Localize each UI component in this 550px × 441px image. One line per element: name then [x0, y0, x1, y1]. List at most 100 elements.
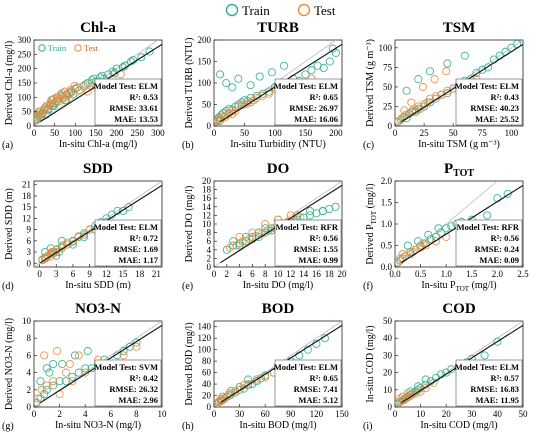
data-point — [252, 375, 261, 384]
data-point — [80, 231, 89, 240]
data-point — [418, 82, 427, 91]
y-tick-label: 18 — [22, 191, 32, 201]
data-point — [132, 342, 141, 351]
y-tick-label: 0.0 — [381, 262, 393, 272]
stats-model: Model Test: RFR — [276, 222, 339, 232]
data-point — [328, 44, 337, 53]
data-point — [437, 90, 446, 99]
data-point — [256, 374, 265, 383]
x-axis-label: In-situ Turbidity (NTU) — [230, 139, 326, 150]
data-point — [483, 211, 492, 220]
scatter-panel: Chl-a 0 50 100 150 200 250 300 0 50 100 150 200 250 30… — [2, 20, 165, 151]
y-axis-label: Derived Chl-a (mg/l) — [4, 41, 15, 125]
y-tick-label: 20 — [202, 391, 212, 401]
data-point — [79, 81, 88, 90]
data-point — [119, 351, 128, 360]
x-tick-label: 12 — [102, 269, 111, 279]
data-point — [70, 81, 79, 90]
y-tick-label: 200 — [18, 64, 32, 74]
test-series — [395, 378, 438, 407]
data-point — [414, 75, 423, 84]
data-point — [426, 234, 435, 244]
data-point — [75, 86, 84, 95]
stats-mae: MAE: 16.06 — [294, 114, 338, 124]
data-point — [61, 377, 71, 386]
y-tick-label: 140 — [198, 322, 212, 332]
y-axis-label: In-situ COD (mg/l) — [365, 325, 376, 402]
x-tick-label: 8 — [263, 269, 268, 279]
panel-letter: (f) — [363, 281, 373, 292]
stats-model: Model Test: ELM — [94, 222, 158, 232]
x-tick-label: 75 — [478, 128, 488, 138]
stats-rmse: RMSE: 33.61 — [109, 103, 158, 113]
data-point — [40, 390, 49, 399]
data-point — [460, 51, 469, 60]
data-point — [248, 228, 257, 237]
data-point — [36, 377, 45, 386]
data-point — [124, 203, 133, 212]
x-tick-label: 25 — [420, 128, 430, 138]
data-point — [307, 66, 316, 75]
x-tick-label: 0.0 — [389, 269, 401, 279]
data-point — [58, 359, 67, 369]
x-tick-label: 30 — [467, 409, 477, 419]
data-point — [414, 102, 423, 111]
data-point — [227, 386, 236, 395]
x-tick-label: 90 — [286, 409, 296, 419]
data-point — [118, 206, 128, 215]
data-point — [70, 351, 80, 360]
x-tick-label: 30 — [235, 409, 245, 419]
y-tick-label: 8 — [207, 228, 212, 238]
x-axis-label: In-situ TSM (g m⁻³) — [418, 139, 500, 150]
y-tick-label: 2 — [207, 253, 212, 263]
data-point — [424, 230, 433, 239]
x-tick-label: 0 — [32, 128, 37, 138]
y-axis-label: Derived NO3-N (mg/l) — [4, 318, 15, 410]
data-point — [214, 115, 223, 124]
x-axis-label: In-situ SDD (m) — [65, 280, 131, 291]
data-point — [430, 75, 439, 84]
data-point — [228, 83, 237, 92]
data-point — [331, 202, 340, 211]
stats-rmse: RMSE: 0.24 — [475, 244, 520, 254]
panel-title: NO3-N — [75, 301, 121, 317]
data-point — [56, 90, 65, 99]
stats-mae: MAE: 13.53 — [114, 114, 158, 124]
x-tick-label: 0 — [37, 269, 42, 279]
y-tick-label: 25 — [383, 101, 393, 111]
y-axis-label: Derived PTOT (mg/l) — [365, 183, 378, 264]
y-tick-label: 18 — [202, 185, 212, 195]
stats-mae: MAE: 1.17 — [118, 255, 158, 265]
panel-letter: (g) — [2, 421, 14, 432]
x-tick-label: 1.5 — [466, 269, 478, 279]
panel-title: PTOT — [444, 161, 474, 179]
y-tick-label: 200 — [198, 35, 212, 45]
data-point — [52, 347, 62, 356]
data-point — [37, 385, 46, 394]
y-tick-label: 16 — [202, 193, 212, 203]
x-tick-label: 2 — [225, 269, 230, 279]
data-point — [434, 224, 443, 233]
stats-model: Model Test: RFR — [457, 222, 520, 232]
data-point — [396, 394, 405, 403]
data-point — [81, 80, 90, 89]
data-point — [431, 94, 440, 103]
data-point — [403, 389, 412, 398]
x-tick-label: 0 — [212, 409, 217, 419]
stats-r2: R²: 0.43 — [490, 92, 519, 102]
data-point — [69, 90, 78, 99]
data-point — [46, 252, 55, 261]
data-point — [421, 384, 430, 393]
y-axis-label: Derived TSM (g m⁻³) — [365, 39, 376, 127]
stats-box — [455, 219, 523, 267]
stats-r2: R²: 0.42 — [129, 373, 158, 383]
y-tick-label: 0.5 — [381, 241, 393, 251]
data-point — [53, 93, 62, 102]
x-tick-label: 15 — [119, 269, 129, 279]
data-point — [403, 241, 412, 250]
data-point — [245, 234, 254, 244]
stats-box — [94, 219, 162, 267]
stats-box — [94, 78, 162, 126]
